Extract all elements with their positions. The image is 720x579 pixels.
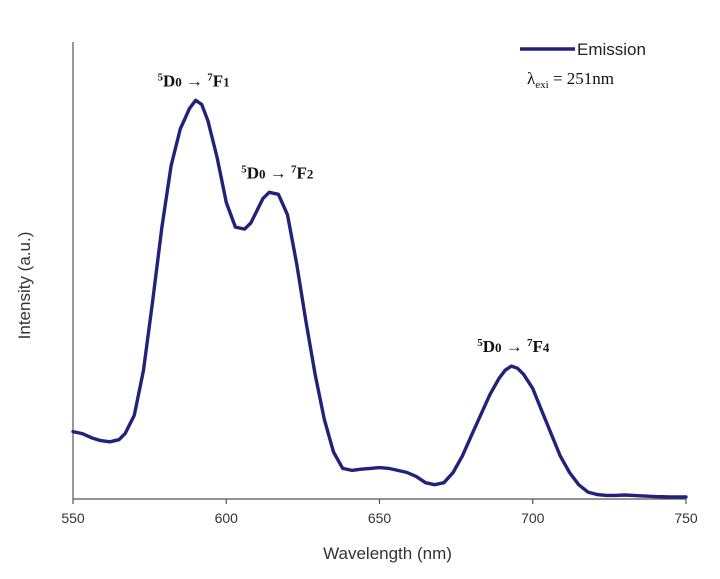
annotation-part: →	[501, 337, 527, 356]
series-layer	[71, 98, 688, 499]
annotation-part: D	[483, 337, 495, 356]
annotation-part: 7	[527, 337, 533, 349]
excitation-subscript: exi	[535, 79, 548, 91]
y-axis-title: Intensity (a.u.)	[15, 232, 34, 340]
transition-annotation: 5D0 → 7F2	[241, 163, 313, 182]
annotation-part: 5	[477, 337, 483, 349]
x-axis-title: Wavelength (nm)	[323, 544, 452, 563]
annotation-part: D	[163, 71, 175, 90]
annotation-part: D	[247, 163, 259, 182]
annotation-part: F	[532, 337, 542, 356]
annotation-part: 1	[223, 74, 230, 89]
annotation-part: 5	[158, 71, 164, 83]
annotation-part: 5	[241, 163, 247, 175]
x-tick-label: 750	[674, 510, 698, 526]
annotation-part: 0	[495, 340, 502, 355]
lambda-symbol: λ	[527, 69, 536, 88]
x-tick-label: 600	[215, 510, 239, 526]
excitation-value: = 251nm	[549, 69, 614, 88]
annotation-part: 0	[259, 166, 266, 181]
x-tick-label: 650	[368, 510, 392, 526]
series-line-0	[71, 98, 688, 499]
annotation-part: 0	[175, 74, 182, 89]
axes: 550 600 650 700 750	[61, 42, 698, 526]
annotation-part: 7	[207, 71, 213, 83]
legend-label: Emission	[577, 40, 646, 59]
legend: Emission λexi = 251nm	[520, 40, 646, 91]
annotation-part: F	[296, 163, 306, 182]
annotation-part: F	[213, 71, 223, 90]
annotation-part: 4	[543, 340, 550, 355]
annotation-part: →	[265, 163, 291, 182]
x-ticks: 550 600 650 700 750	[61, 499, 698, 526]
transition-annotation: 5D0 → 7F1	[158, 71, 230, 90]
annotation-part: 7	[291, 163, 297, 175]
x-tick-label: 700	[521, 510, 545, 526]
excitation-note: λexi = 251nm	[527, 69, 614, 91]
annotation-part: →	[182, 71, 208, 90]
annotation-part: 2	[307, 166, 314, 181]
transition-annotation: 5D0 → 7F4	[477, 337, 550, 356]
x-tick-label: 550	[61, 510, 85, 526]
